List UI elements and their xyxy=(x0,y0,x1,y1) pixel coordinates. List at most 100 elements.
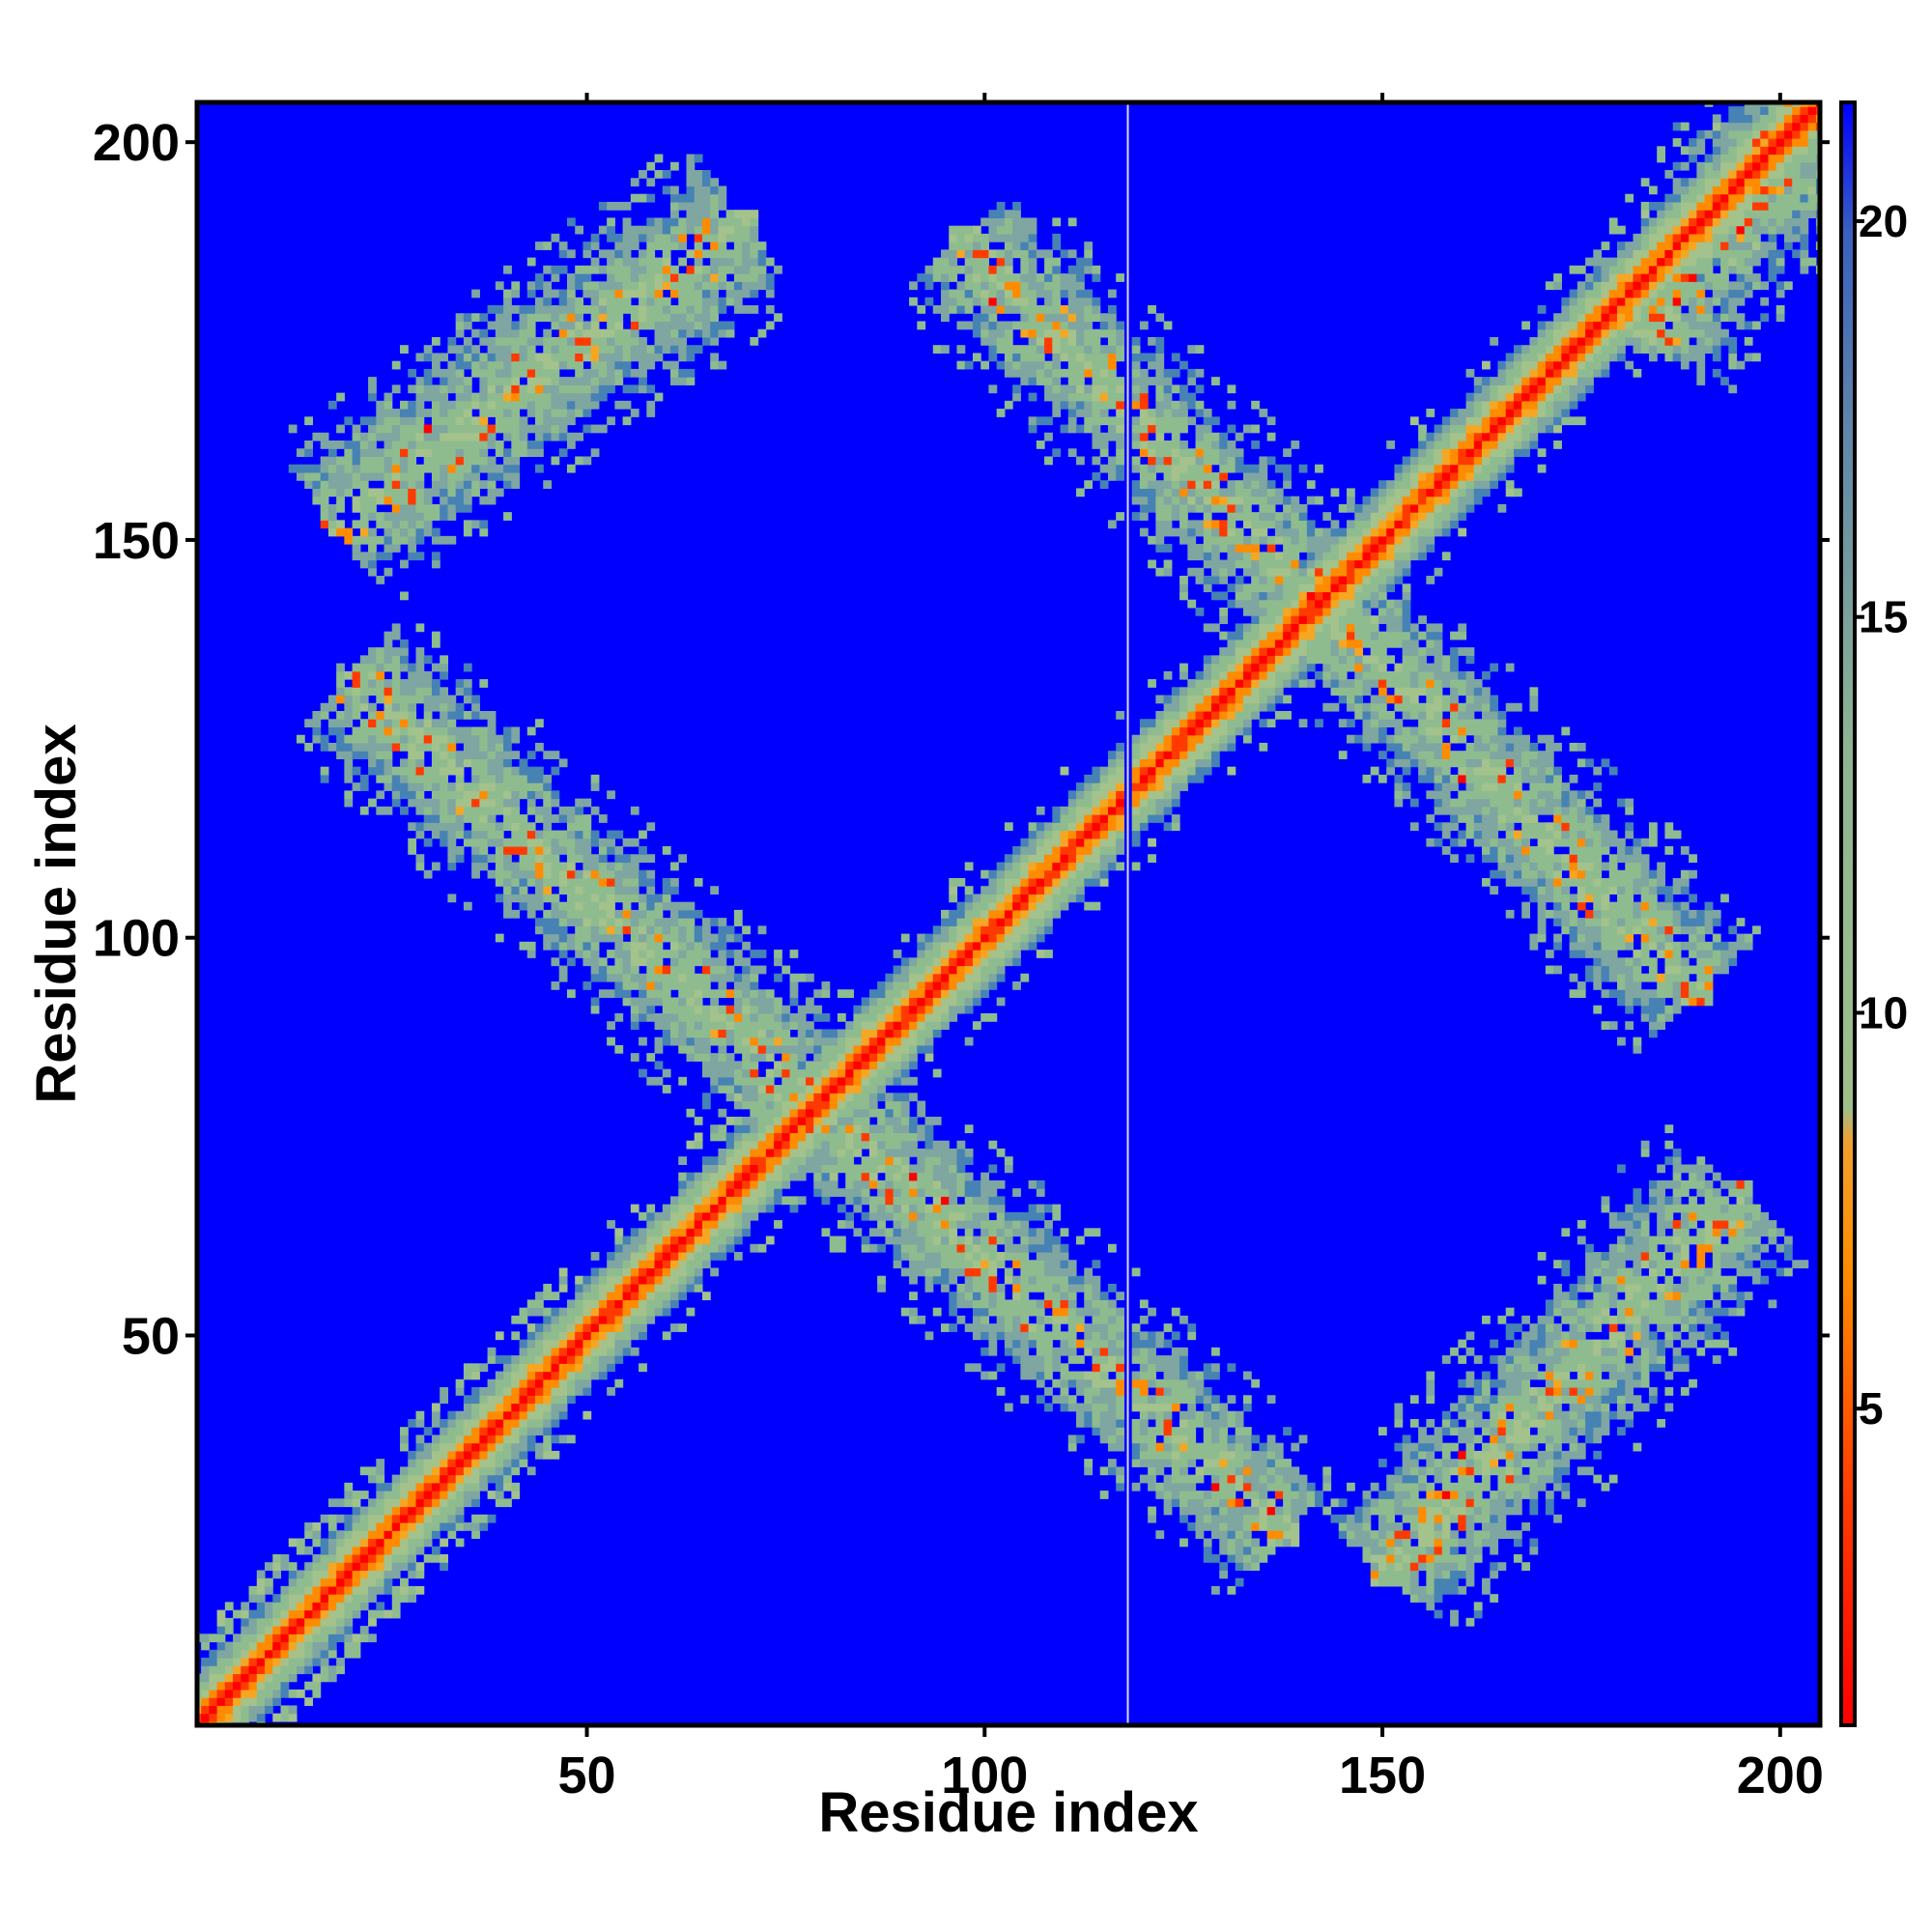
heatmap-cell xyxy=(877,1211,886,1221)
heatmap-cell xyxy=(503,901,512,911)
heatmap-cell xyxy=(765,1044,775,1054)
heatmap-cell xyxy=(757,997,767,1007)
heatmap-cell xyxy=(551,265,560,274)
heatmap-cell xyxy=(893,1053,902,1062)
heatmap-cell xyxy=(765,257,775,267)
heatmap-cell xyxy=(670,201,679,211)
heatmap-cell xyxy=(789,950,799,958)
heatmap-cell xyxy=(980,1331,989,1341)
heatmap-cell xyxy=(622,297,632,306)
heatmap-cell xyxy=(590,830,600,839)
heatmap-cells xyxy=(197,102,1820,1725)
heatmap-cell xyxy=(694,1236,703,1245)
heatmap-cell xyxy=(359,806,369,815)
heatmap-cell xyxy=(686,1053,696,1062)
heatmap-cell xyxy=(526,1355,536,1364)
heatmap-cell xyxy=(750,233,759,242)
heatmap-cell xyxy=(479,814,489,823)
heatmap-cell xyxy=(607,869,615,879)
heatmap-cell xyxy=(376,488,385,497)
heatmap-cell xyxy=(1028,894,1037,903)
heatmap-cell xyxy=(742,1076,751,1086)
heatmap-cell xyxy=(344,1634,354,1643)
heatmap-cell xyxy=(526,353,536,362)
heatmap-cell xyxy=(304,1658,313,1666)
heatmap-cell xyxy=(558,1275,568,1285)
heatmap-cell xyxy=(391,503,401,513)
heatmap-cell xyxy=(1004,305,1013,314)
heatmap-cell xyxy=(1067,265,1077,274)
heatmap-cell xyxy=(1028,289,1037,298)
heatmap-cell xyxy=(551,1355,560,1364)
heatmap-cell xyxy=(670,305,679,314)
heatmap-cell xyxy=(209,1658,218,1666)
heatmap-cell xyxy=(543,416,553,426)
heatmap-cell xyxy=(710,321,719,330)
heatmap-cell xyxy=(781,1132,791,1142)
heatmap-cell xyxy=(885,1164,895,1174)
heatmap-cell xyxy=(551,1363,560,1373)
heatmap-cell xyxy=(1012,392,1021,402)
heatmap-cell xyxy=(813,1140,823,1150)
heatmap-cell xyxy=(384,1538,393,1548)
heatmap-cell xyxy=(909,1148,918,1157)
heatmap-cell xyxy=(630,193,639,203)
heatmap-cell xyxy=(701,328,711,338)
heatmap-cell xyxy=(526,1331,536,1341)
heatmap-cell xyxy=(909,1267,918,1277)
heatmap-cell xyxy=(415,512,425,521)
heatmap-cell xyxy=(1004,233,1013,242)
heatmap-cell xyxy=(607,281,615,291)
heatmap-cell xyxy=(622,862,632,871)
heatmap-cell xyxy=(1004,869,1013,879)
heatmap-cell xyxy=(941,305,950,314)
heatmap-cell xyxy=(988,1220,998,1229)
heatmap-cell xyxy=(256,1705,266,1715)
heatmap-cell xyxy=(543,1410,553,1420)
heatmap-cell xyxy=(551,1418,560,1428)
heatmap-cell xyxy=(742,289,751,298)
heatmap-cell xyxy=(750,989,759,999)
heatmap-cell xyxy=(288,1649,298,1659)
heatmap-cell xyxy=(471,1459,480,1467)
heatmap-cell xyxy=(765,1029,775,1038)
heatmap-cell xyxy=(352,456,361,466)
heatmap-cell xyxy=(757,1124,767,1134)
heatmap-cell xyxy=(1012,217,1021,227)
heatmap-cell xyxy=(455,830,465,839)
heatmap-cell xyxy=(924,1252,934,1261)
heatmap-cell xyxy=(511,894,521,903)
heatmap-cell xyxy=(224,1658,234,1666)
heatmap-cell xyxy=(336,440,345,449)
heatmap-cell xyxy=(575,909,583,919)
heatmap-cell xyxy=(845,1053,854,1062)
heatmap-cell xyxy=(917,1132,926,1142)
heatmap-cell xyxy=(1067,353,1077,362)
heatmap-cell xyxy=(471,368,480,378)
heatmap-cell xyxy=(535,742,544,752)
heatmap-cell xyxy=(440,822,448,832)
heatmap-cell xyxy=(543,941,553,951)
heatmap-cell xyxy=(359,527,369,537)
heatmap-cell xyxy=(336,480,345,489)
heatmap-cell xyxy=(980,242,989,250)
heatmap-cell xyxy=(694,345,703,354)
heatmap-cell xyxy=(1067,1260,1077,1269)
heatmap-cell xyxy=(272,1609,282,1619)
heatmap-cell xyxy=(829,1140,838,1150)
heatmap-cell xyxy=(694,1117,703,1125)
heatmap-cell xyxy=(463,742,472,752)
heatmap-cell xyxy=(400,1522,409,1531)
heatmap-cell xyxy=(447,726,457,736)
heatmap-cell xyxy=(837,1148,846,1157)
heatmap-cell xyxy=(471,328,480,338)
heatmap-cell xyxy=(964,242,974,250)
heatmap-cell xyxy=(614,1299,624,1309)
heatmap-cell xyxy=(1067,328,1077,338)
heatmap-cell xyxy=(519,901,528,911)
heatmap-cell xyxy=(551,1435,560,1444)
heatmap-cell xyxy=(551,305,560,314)
heatmap-cell xyxy=(725,1164,735,1174)
heatmap-cell xyxy=(877,1132,886,1142)
heatmap-cell xyxy=(1020,1243,1030,1253)
